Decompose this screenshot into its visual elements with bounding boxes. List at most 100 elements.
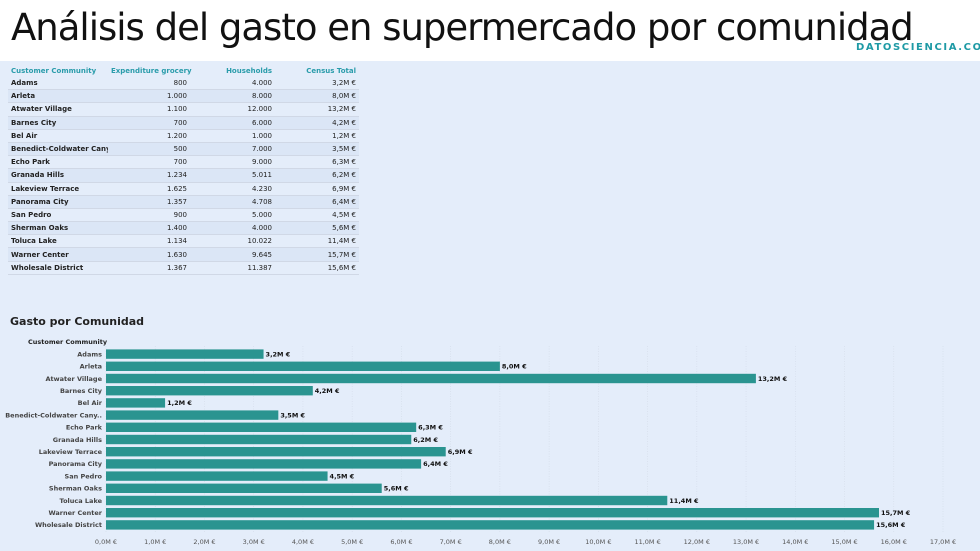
table-cell: 1.100 [108,102,190,117]
column-header-community[interactable]: Customer Community [11,67,97,75]
table-cell: Echo Park [8,155,108,170]
table-cell: 11,4M € [275,234,359,249]
bar [106,495,668,506]
table-cell: 6,2M € [275,168,359,183]
bar [106,349,264,359]
table-cell: 8,0M € [275,89,359,104]
category-label: Sherman Oaks [49,485,102,493]
category-label: Wholesale District [35,521,102,529]
x-tick-label: 14,0M € [782,538,808,546]
column-header-census-total[interactable]: Census Total [306,67,356,75]
table-cell: Wholesale District [8,261,108,275]
table-row[interactable]: Granada Hills 1.234 5.011 6,2M € [8,168,359,183]
data-label: 13,2M € [758,375,788,383]
data-label: 6,2M € [413,436,438,444]
table-cell: 1.625 [108,182,190,196]
table-cell: 500 [108,142,190,157]
table-cell: 1.000 [108,89,190,104]
data-label: 5,6M € [384,485,409,493]
table-cell: Atwater Village [8,102,108,117]
table-row[interactable]: Sherman Oaks 1.400 4.000 5,6M € [8,221,359,236]
bar [106,373,756,384]
table-cell: 8.000 [190,89,275,104]
table-row[interactable]: Atwater Village 1.100 12.000 13,2M € [8,102,359,117]
table-cell: 9.000 [190,155,275,170]
x-tick-label: 16,0M € [881,538,907,546]
column-header-households[interactable]: Households [226,67,272,75]
table-header-row: Customer Community Expenditure grocery H… [8,65,359,77]
table-cell: 6,3M € [275,155,359,170]
table-cell: 11.387 [190,261,275,275]
page-title: Análisis del gasto en supermercado por c… [11,6,914,49]
table-cell: 4.230 [190,182,275,196]
chart-title: Gasto por Comunidad [10,315,145,328]
x-tick-label: 9,0M € [538,538,560,546]
bar [106,422,417,432]
table-row[interactable]: Wholesale District 1.367 11.387 15,6M € [8,261,359,275]
y-axis-title: Customer Community [28,338,108,346]
x-tick-label: 13,0M € [733,538,759,546]
table-cell: 800 [108,77,190,91]
table-row[interactable]: San Pedro 900 5.000 4,5M € [8,208,359,223]
data-label: 4,2M € [315,387,340,395]
table-cell: 13,2M € [275,102,359,117]
bar [106,471,328,481]
bar [106,410,279,420]
table-cell: 10.022 [190,234,275,249]
category-label: Atwater Village [45,375,102,383]
data-label: 3,2M € [266,350,291,358]
table-cell: Warner Center [8,247,108,262]
x-tick-label: 8,0M € [489,538,511,546]
table-cell: 6,4M € [275,195,359,209]
brand-logo-text: DATOSCIENCIA.COM [856,42,980,53]
table-cell: 1.200 [108,129,190,143]
table-row[interactable]: Adams 800 4.000 3,2M € [8,77,359,91]
data-label: 6,4M € [423,460,448,468]
table-cell: 4.000 [190,77,275,91]
category-label: Barnes City [60,387,103,395]
column-header-expenditure[interactable]: Expenditure grocery [111,67,192,75]
data-label: 1,2M € [167,399,192,407]
table-cell: 1.357 [108,195,190,209]
x-tick-label: 0,0M € [95,538,117,546]
category-label: Lakeview Terrace [39,448,103,456]
table-row[interactable]: Benedict-Coldwater Cany.. 500 7.000 3,5M € [8,142,359,157]
table-cell: Benedict-Coldwater Cany.. [8,142,108,157]
table-cell: 4,2M € [275,116,359,130]
x-tick-label: 5,0M € [341,538,363,546]
table-row[interactable]: Echo Park 700 9.000 6,3M € [8,155,359,170]
table-cell: Barnes City [8,116,108,130]
table-cell: 4.000 [190,221,275,236]
table-row[interactable]: Lakeview Terrace 1.625 4.230 6,9M € [8,182,359,196]
category-label: Bel Air [78,399,103,407]
table-cell: 700 [108,155,190,170]
header-bar: Análisis del gasto en supermercado por c… [0,0,980,61]
table-cell: 4,5M € [275,208,359,223]
data-label: 6,9M € [448,448,473,456]
table-cell: Panorama City [8,195,108,209]
table-row[interactable]: Arleta 1.000 8.000 8,0M € [8,89,359,104]
table-cell: 1.400 [108,221,190,236]
table-cell: 3,2M € [275,77,359,91]
table-row[interactable]: Panorama City 1.357 4.708 6,4M € [8,195,359,209]
bar [106,520,875,530]
category-label: San Pedro [65,472,103,480]
table-row[interactable]: Bel Air 1.200 1.000 1,2M € [8,129,359,143]
category-label: Arleta [80,363,102,371]
table-row[interactable]: Barnes City 700 6.000 4,2M € [8,116,359,130]
table-row[interactable]: Warner Center 1.630 9.645 15,7M € [8,247,359,262]
table-row[interactable]: Toluca Lake 1.134 10.022 11,4M € [8,234,359,249]
x-tick-label: 10,0M € [585,538,611,546]
bar [106,508,879,518]
bar [106,459,422,469]
table-cell: 1.000 [190,129,275,143]
x-tick-label: 6,0M € [390,538,412,546]
table-cell: 1.367 [108,261,190,275]
bar [106,361,500,371]
table-cell: Sherman Oaks [8,221,108,236]
x-tick-label: 4,0M € [292,538,314,546]
data-label: 4,5M € [330,472,355,480]
x-tick-label: 17,0M € [930,538,956,546]
x-tick-label: 2,0M € [193,538,215,546]
